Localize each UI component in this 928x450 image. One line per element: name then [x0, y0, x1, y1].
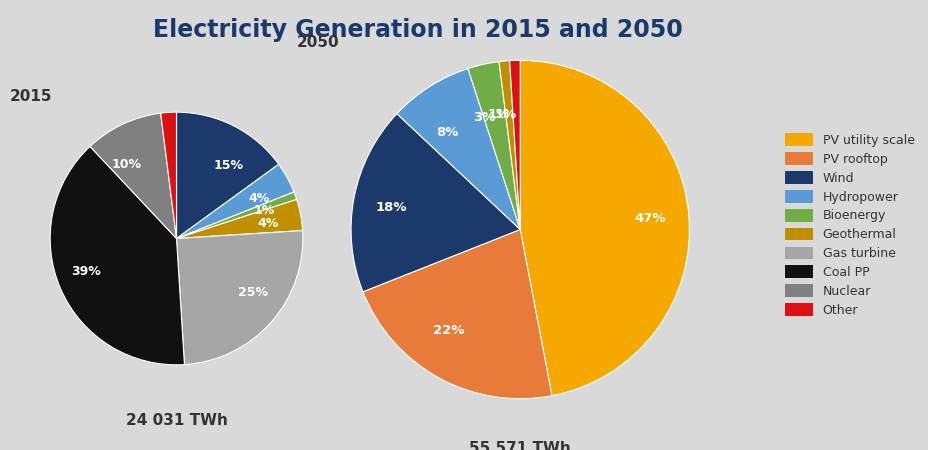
Wedge shape — [509, 60, 520, 230]
Text: 1%: 1% — [486, 108, 509, 122]
Text: 1%: 1% — [494, 108, 516, 121]
Wedge shape — [176, 164, 293, 238]
Wedge shape — [396, 68, 520, 230]
Wedge shape — [176, 192, 296, 239]
Text: 8%: 8% — [436, 126, 458, 139]
Text: 4%: 4% — [248, 193, 269, 206]
Wedge shape — [50, 146, 185, 365]
Wedge shape — [363, 230, 551, 399]
Wedge shape — [520, 60, 689, 396]
Wedge shape — [468, 62, 520, 230]
Text: 22%: 22% — [433, 324, 464, 337]
Wedge shape — [498, 61, 520, 230]
Text: 4%: 4% — [257, 216, 278, 230]
Text: 25%: 25% — [238, 286, 268, 299]
Wedge shape — [176, 230, 303, 364]
Text: 47%: 47% — [634, 212, 665, 225]
Legend: PV utility scale, PV rooftop, Wind, Hydropower, Bioenergy, Geothermal, Gas turbi: PV utility scale, PV rooftop, Wind, Hydr… — [778, 127, 920, 323]
Wedge shape — [161, 112, 176, 238]
Text: 2015: 2015 — [9, 90, 52, 104]
Wedge shape — [90, 113, 176, 238]
Text: 2050: 2050 — [297, 35, 339, 50]
Wedge shape — [351, 114, 520, 292]
Text: 1%: 1% — [253, 204, 275, 217]
Text: 24 031 TWh: 24 031 TWh — [125, 413, 227, 428]
Text: 15%: 15% — [213, 159, 243, 172]
Wedge shape — [176, 112, 278, 238]
Text: 10%: 10% — [111, 158, 141, 171]
Text: 55 571 TWh: 55 571 TWh — [469, 441, 571, 450]
Text: 18%: 18% — [375, 202, 406, 215]
Text: 39%: 39% — [71, 265, 101, 278]
Text: Electricity Generation in 2015 and 2050: Electricity Generation in 2015 and 2050 — [153, 18, 682, 42]
Wedge shape — [176, 199, 303, 238]
Text: 3%: 3% — [472, 111, 495, 124]
